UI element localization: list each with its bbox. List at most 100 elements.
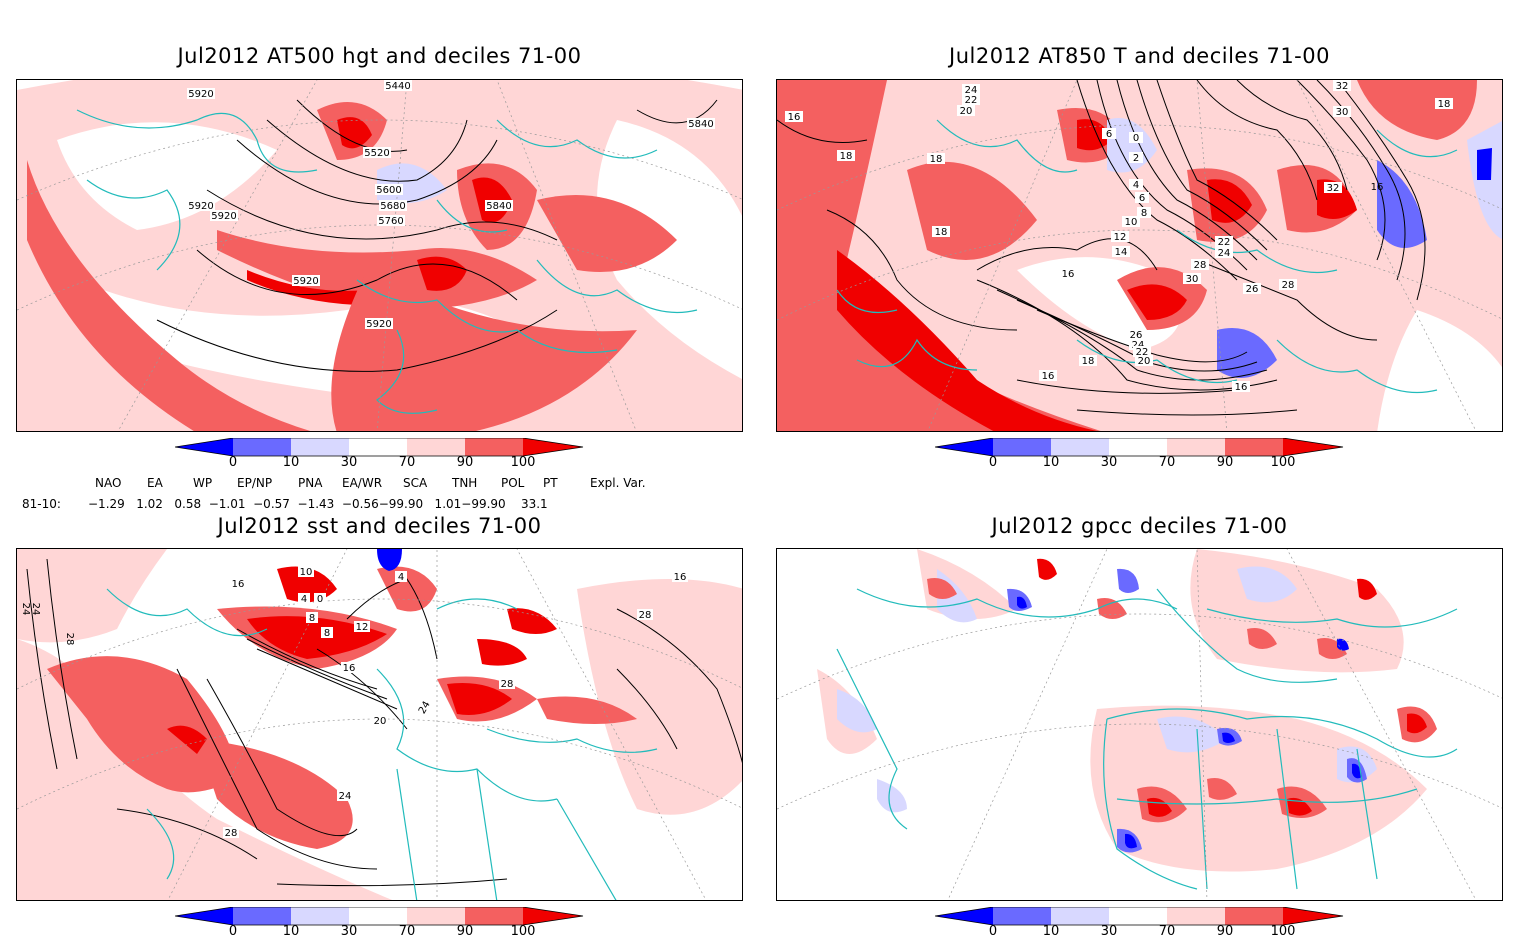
contour-label: 28 (1194, 260, 1207, 271)
contour-label: 8 (1141, 208, 1147, 219)
colorbar-tick: 10 (282, 455, 300, 470)
contour-label: 6 (1106, 129, 1112, 140)
contour-label: 18 (840, 151, 853, 162)
contour-label: 16 (1042, 371, 1055, 382)
colorbar-tick: 0 (988, 924, 998, 939)
contour-label: 5600 (376, 185, 401, 196)
colorbar-tick: 100 (510, 924, 536, 939)
contour-label: 4 (398, 572, 404, 583)
index-header-nao: NAO (95, 476, 122, 490)
colorbar-tick: 70 (398, 924, 416, 939)
map-t850: 16 18 18 18 24 22 20 6 0 2 4 6 8 10 12 1… (776, 79, 1503, 432)
index-row-label: 81-10: (22, 497, 61, 511)
contour-label: 12 (1114, 232, 1127, 243)
contour-label: 20 (374, 716, 387, 727)
contour-label: 22 (1136, 347, 1149, 358)
colorbar-tick: 0 (228, 455, 238, 470)
contour-label: 32 (1336, 81, 1349, 92)
contour-label: 16 (788, 112, 801, 123)
colorbar-tick: 0 (988, 455, 998, 470)
contour-label: 20 (960, 106, 973, 117)
contour-label: 30 (1186, 274, 1199, 285)
contour-label: 16 (1062, 269, 1075, 280)
contour-label: 20 (1138, 356, 1151, 367)
colorbar-tick: 70 (398, 455, 416, 470)
contour-label: 26 (1246, 284, 1259, 295)
index-values: −1.29 1.02 0.58 −1.01 −0.57 −1.43 −0.56−… (88, 497, 548, 511)
colorbar-bottom-left: 0 10 30 70 90 100 (174, 906, 585, 940)
map-sst: 24 24 28 16 10 4 0 4 8 12 8 16 20 24 28 … (16, 548, 743, 901)
index-header-pna: PNA (298, 476, 323, 490)
contour-label: 16 (674, 572, 687, 583)
contour-label: 5680 (380, 201, 405, 212)
colorbar-tick: 10 (282, 924, 300, 939)
contour-label: 24 (339, 791, 352, 802)
colorbar-tick: 90 (1216, 924, 1234, 939)
contour-label: 10 (300, 567, 313, 578)
panel-title-sst: Jul2012 sst and deciles 71-00 (217, 514, 542, 538)
index-header-expl-var: Expl. Var. (590, 476, 646, 490)
panel-title-gpcc: Jul2012 gpcc deciles 71-00 (991, 514, 1288, 538)
contour-label: 2 (1133, 153, 1139, 164)
contour-label: 28 (639, 610, 652, 621)
contour-label: 4 (1133, 180, 1139, 191)
contour-label: 5760 (378, 216, 403, 227)
contour-label: 16 (232, 579, 245, 590)
colorbar-tick: 70 (1158, 455, 1176, 470)
contour-label: 8 (309, 613, 315, 624)
index-header-wp: WP (193, 476, 213, 490)
colorbar-top-right: 0 10 30 70 90 100 (934, 437, 1345, 472)
contour-label: 0 (317, 594, 323, 605)
contour-label: 18 (1438, 99, 1451, 110)
contour-label: 5920 (188, 89, 213, 100)
colorbar-tick: 90 (456, 924, 474, 939)
contour-label: 24 (20, 603, 31, 616)
contour-label: 28 (225, 828, 238, 839)
contour-label: 10 (1125, 217, 1138, 228)
contour-label: 26 (1130, 330, 1143, 341)
contour-label: 5920 (211, 211, 236, 222)
index-header-pol: POL (501, 476, 525, 490)
panel-title-hgt500: Jul2012 AT500 hgt and deciles 71-00 (177, 44, 582, 68)
contour-label: 24 (965, 85, 978, 96)
contour-label: 28 (64, 633, 75, 646)
colorbar-tick: 30 (340, 924, 358, 939)
index-header-pt: PT (543, 476, 558, 490)
colorbar-tick: 100 (1270, 924, 1296, 939)
index-header-epnp: EP/NP (237, 476, 273, 490)
contour-label: 5920 (293, 276, 318, 287)
contour-label: 30 (1336, 107, 1349, 118)
colorbar-tick: 100 (1270, 455, 1296, 470)
contour-label: 16 (1371, 182, 1384, 193)
contour-label: 28 (501, 679, 514, 690)
colorbar-tick: 0 (228, 924, 238, 939)
contour-label: 22 (965, 95, 978, 106)
colorbar-tick: 90 (456, 455, 474, 470)
contour-label: 5920 (188, 201, 213, 212)
contour-label: 14 (1115, 247, 1128, 258)
colorbar-tick: 100 (510, 455, 536, 470)
contour-label: 24 (1218, 248, 1231, 259)
index-header-tnh: TNH (452, 476, 478, 490)
index-header-sca: SCA (403, 476, 428, 490)
colorbar-tick: 30 (1100, 455, 1118, 470)
contour-label: 24 (1132, 340, 1145, 351)
contour-label: 18 (930, 154, 943, 165)
contour-label: 18 (935, 227, 948, 238)
map-hgt500: 5440 5920 5520 5600 5680 5760 5840 5840 … (16, 79, 743, 432)
colorbar-tick: 10 (1042, 455, 1060, 470)
index-header-eawr: EA/WR (342, 476, 383, 490)
contour-label: 6 (1139, 193, 1145, 204)
contour-label: 16 (343, 663, 356, 674)
contour-label: 24 (30, 603, 41, 616)
colorbar-tick: 30 (340, 455, 358, 470)
index-header-ea: EA (147, 476, 163, 490)
colorbar-bottom-right: 0 10 30 70 90 100 (934, 906, 1345, 940)
contour-label: 32 (1327, 183, 1340, 194)
contour-label: 16 (1235, 382, 1248, 393)
contour-label: 22 (1218, 237, 1231, 248)
colorbar-tick: 70 (1158, 924, 1176, 939)
panel-title-t850: Jul2012 AT850 T and deciles 71-00 (949, 44, 1330, 68)
colorbar-top-left: 0 10 30 70 90 100 (174, 437, 585, 472)
colorbar-tick: 10 (1042, 924, 1060, 939)
